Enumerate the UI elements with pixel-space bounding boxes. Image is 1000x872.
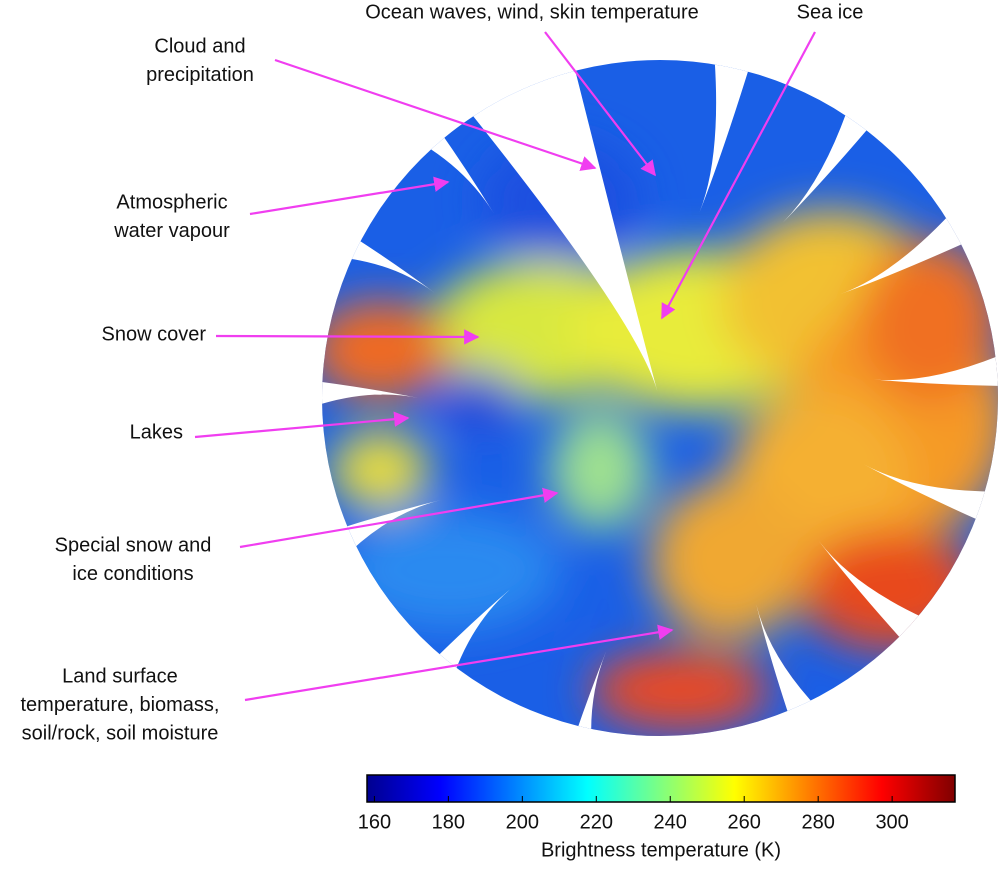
colorbar-tick-label: 300: [875, 811, 908, 833]
annotation-label: soil/rock, soil moisture: [22, 722, 219, 744]
arrow: [274, 58, 597, 171]
annotation-label: Cloud and: [154, 35, 245, 57]
colorbar-tick-label: 280: [801, 811, 834, 833]
arrow: [194, 411, 410, 439]
globe-image: [322, 60, 998, 736]
annotation-label: Sea ice: [797, 1, 864, 23]
scan-gap: [863, 464, 998, 552]
arrow: [244, 624, 674, 702]
arrow: [544, 31, 656, 177]
colorbar: [366, 774, 956, 803]
colorbar-tick-label: 160: [358, 811, 391, 833]
scan-gap: [699, 60, 772, 213]
colorbar-tick-label: 220: [580, 811, 613, 833]
arrow: [249, 176, 450, 216]
annotation-label: Lakes: [130, 421, 183, 443]
annotation-arrows: [194, 31, 816, 702]
annotation-label: Special snow and: [55, 534, 212, 556]
annotation-label: Ocean waves, wind, skin temperature: [365, 1, 699, 23]
annotation-label: Snow cover: [102, 323, 207, 345]
annotation-label: ice conditions: [72, 563, 193, 585]
colorbar-tick-label: 240: [654, 811, 687, 833]
annotation-label: Land surface: [62, 665, 178, 687]
annotation-label: temperature, biomass,: [21, 694, 220, 716]
annotation-label: water vapour: [113, 220, 230, 242]
colorbar-tick-label: 180: [432, 811, 465, 833]
arrow: [661, 31, 816, 320]
annotation-label: precipitation: [146, 64, 254, 86]
arrow: [215, 329, 480, 345]
annotation-label: Atmospheric: [116, 191, 227, 213]
colorbar-tick-label: 200: [506, 811, 539, 833]
colorbar-tick-label: 260: [728, 811, 761, 833]
arrow: [239, 487, 559, 549]
colorbar-label: Brightness temperature (K): [541, 839, 781, 861]
